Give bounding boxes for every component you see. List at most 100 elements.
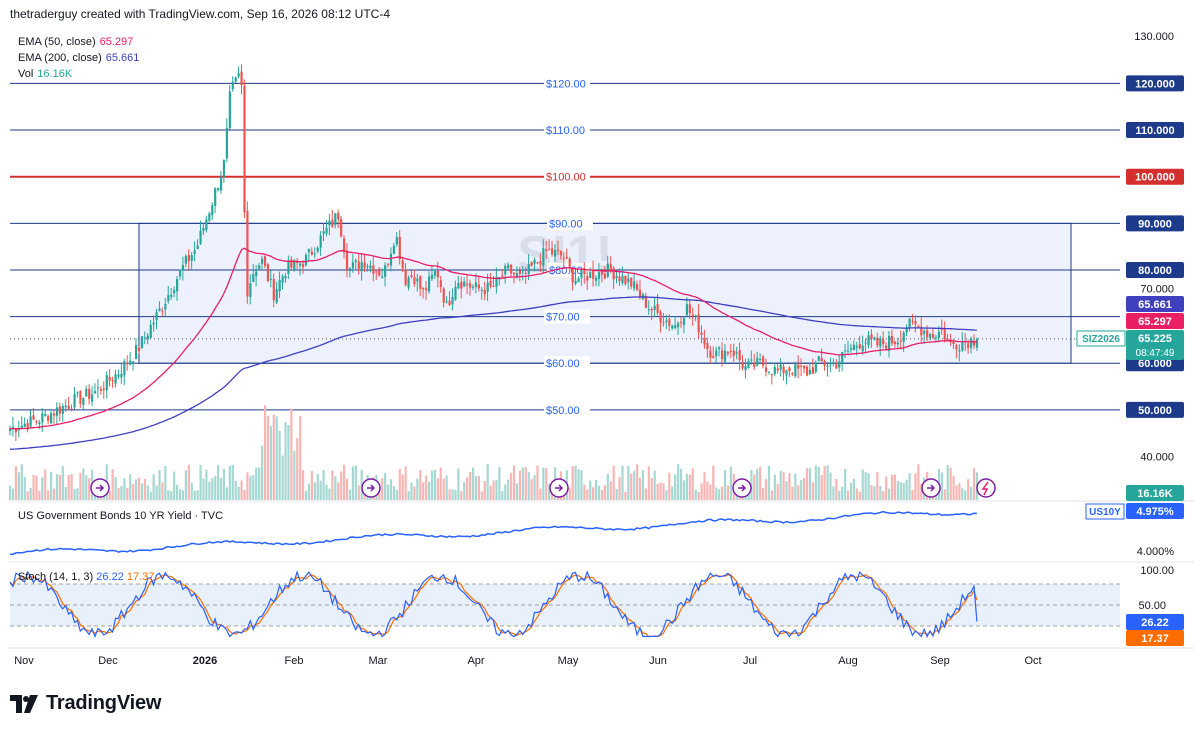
candle-body[interactable] <box>287 261 289 274</box>
candle-body[interactable] <box>135 345 137 359</box>
candle-body[interactable] <box>700 333 702 335</box>
candle-body[interactable] <box>156 312 158 320</box>
candle-body[interactable] <box>586 276 588 280</box>
candle-body[interactable] <box>38 422 40 424</box>
candle-body[interactable] <box>30 416 32 426</box>
candle-body[interactable] <box>454 287 456 300</box>
candle-body[interactable] <box>847 351 849 352</box>
candle-body[interactable] <box>325 228 327 234</box>
candle-body[interactable] <box>812 367 814 374</box>
candle-body[interactable] <box>129 361 131 365</box>
candle-body[interactable] <box>894 342 896 344</box>
event-icon-lightning[interactable] <box>977 479 995 497</box>
candle-body[interactable] <box>698 314 700 332</box>
candle-body[interactable] <box>952 342 954 344</box>
candle-body[interactable] <box>449 301 451 305</box>
candle-body[interactable] <box>47 416 49 421</box>
candle-body[interactable] <box>718 348 720 349</box>
candle-body[interactable] <box>730 351 732 352</box>
candle-body[interactable] <box>299 263 301 265</box>
candle-body[interactable] <box>651 309 653 310</box>
candle-body[interactable] <box>76 392 78 393</box>
candle-body[interactable] <box>853 345 855 350</box>
candle-body[interactable] <box>94 391 96 393</box>
candle-body[interactable] <box>548 249 550 250</box>
candle-body[interactable] <box>569 259 571 267</box>
candle-body[interactable] <box>440 280 442 287</box>
candle-body[interactable] <box>469 283 471 287</box>
candle-body[interactable] <box>446 302 448 303</box>
candle-body[interactable] <box>349 268 351 269</box>
candle-body[interactable] <box>97 387 99 388</box>
candle-body[interactable] <box>771 374 773 375</box>
candle-body[interactable] <box>926 330 928 337</box>
candle-body[interactable] <box>923 331 925 334</box>
candle-body[interactable] <box>528 264 530 274</box>
candle-body[interactable] <box>220 177 222 191</box>
candle-body[interactable] <box>390 254 392 266</box>
candle-body[interactable] <box>657 304 659 313</box>
legend-ema200[interactable]: EMA (200, close)65.661 <box>18 50 139 66</box>
candle-body[interactable] <box>428 277 430 292</box>
candle-body[interactable] <box>668 319 670 326</box>
candle-body[interactable] <box>900 341 902 342</box>
candle-body[interactable] <box>117 375 119 377</box>
candle-body[interactable] <box>246 211 248 297</box>
candle-body[interactable] <box>595 278 597 281</box>
candle-body[interactable] <box>328 221 330 226</box>
candle-body[interactable] <box>601 271 603 274</box>
candle-body[interactable] <box>32 415 34 419</box>
candle-body[interactable] <box>557 250 559 251</box>
candle-body[interactable] <box>361 262 363 271</box>
candle-body[interactable] <box>410 275 412 277</box>
candle-body[interactable] <box>308 249 310 252</box>
candle-body[interactable] <box>838 362 840 368</box>
candle-body[interactable] <box>938 332 940 338</box>
candle-body[interactable] <box>50 413 52 423</box>
candle-body[interactable] <box>747 361 749 368</box>
candle-body[interactable] <box>320 235 322 247</box>
candle-body[interactable] <box>967 343 969 348</box>
candle-body[interactable] <box>73 394 75 407</box>
candle-body[interactable] <box>809 370 811 374</box>
candle-body[interactable] <box>671 326 673 329</box>
candle-body[interactable] <box>179 269 181 276</box>
candle-body[interactable] <box>627 278 629 282</box>
candle-body[interactable] <box>150 325 152 338</box>
candle-body[interactable] <box>563 258 565 259</box>
candle-body[interactable] <box>112 380 114 381</box>
candle-body[interactable] <box>109 377 111 381</box>
candle-body[interactable] <box>648 309 650 310</box>
candle-body[interactable] <box>510 265 512 274</box>
candle-body[interactable] <box>903 332 905 341</box>
candle-body[interactable] <box>194 250 196 254</box>
candle-body[interactable] <box>867 335 869 345</box>
candle-body[interactable] <box>835 362 837 368</box>
candle-body[interactable] <box>882 339 884 344</box>
candle-body[interactable] <box>346 251 348 270</box>
tradingview-logo[interactable]: TradingView <box>10 692 161 715</box>
candle-body[interactable] <box>358 262 360 270</box>
candle-body[interactable] <box>941 329 943 330</box>
candle-body[interactable] <box>425 288 427 290</box>
candle-body[interactable] <box>742 362 744 368</box>
candle-body[interactable] <box>264 256 266 266</box>
candle-body[interactable] <box>378 269 380 276</box>
candle-body[interactable] <box>686 304 688 315</box>
candle-body[interactable] <box>519 271 521 274</box>
candle-body[interactable] <box>580 270 582 278</box>
candle-body[interactable] <box>566 257 568 259</box>
candle-body[interactable] <box>106 375 108 390</box>
candle-body[interactable] <box>909 319 911 328</box>
candle-body[interactable] <box>305 255 307 265</box>
candle-body[interactable] <box>323 231 325 234</box>
candle-body[interactable] <box>794 363 796 376</box>
candle-body[interactable] <box>68 406 70 409</box>
candle-body[interactable] <box>958 350 960 351</box>
candle-body[interactable] <box>604 274 606 279</box>
candle-body[interactable] <box>466 284 468 286</box>
candle-body[interactable] <box>739 350 741 360</box>
candle-body[interactable] <box>416 279 418 282</box>
candle-body[interactable] <box>630 278 632 287</box>
candle-body[interactable] <box>337 213 339 219</box>
